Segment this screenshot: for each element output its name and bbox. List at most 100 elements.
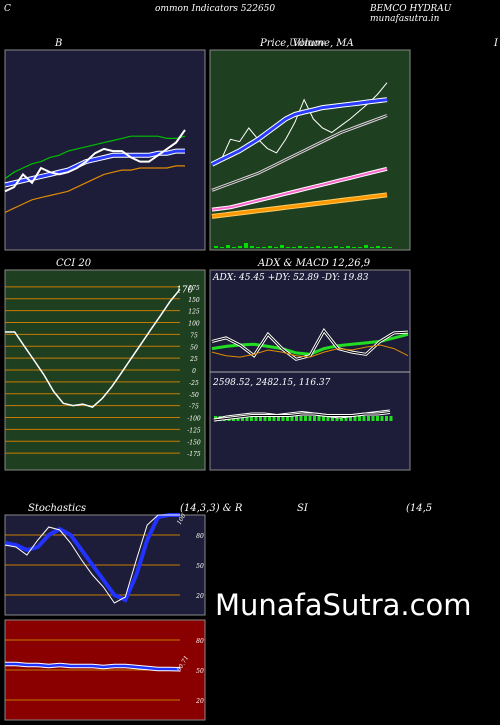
macd-hist-bar-17	[290, 416, 294, 421]
macd-hist-bar-22	[313, 416, 316, 421]
header-left: C	[4, 4, 11, 14]
macd-hist-bar-9	[254, 416, 258, 421]
macd-hist-bar-6	[241, 416, 244, 421]
volume-bar-16	[310, 247, 314, 248]
macd-hist-bar-37	[380, 416, 384, 421]
stoch-ytick-0: 80	[196, 533, 204, 540]
price-series-ma-blue	[211, 98, 388, 166]
volume-bar-21	[340, 247, 344, 248]
stoch-title-left: Stochastics	[28, 503, 86, 514]
macd-signal-line	[213, 412, 391, 421]
volume-bar-17	[316, 246, 320, 248]
cci-ytick-6: 25	[189, 356, 198, 363]
rsi-ytick-0: 80	[196, 638, 204, 645]
macd-hist-bar-12	[268, 416, 271, 421]
cci-value-label: 170	[176, 285, 193, 295]
price-series-ma-pink	[211, 167, 388, 211]
cci-ytick-7: 0	[192, 368, 196, 375]
macd-hist-bar-34	[367, 416, 370, 421]
header-middle: ommon Indicators 522650	[155, 4, 276, 14]
stoch-title-si: SI	[297, 503, 308, 514]
cci-ytick-2: 125	[188, 309, 200, 316]
stoch-value-label: 100	[176, 512, 188, 526]
macd-hist-bar-28	[340, 416, 343, 421]
cci-ytick-12: -125	[187, 427, 201, 434]
bb-series-upper	[4, 135, 186, 180]
cci-ytick-11: -100	[187, 416, 201, 423]
cci-ytick-0: 175	[188, 285, 200, 292]
cci-line	[5, 288, 181, 408]
stoch-title-right: (14,5	[406, 503, 433, 514]
bb-series-lower	[4, 165, 185, 214]
rsi-ytick-2: 20	[195, 698, 204, 705]
stoch-series-K	[4, 514, 180, 604]
volume-bar-27	[376, 246, 380, 248]
macd-hist-bar-35	[371, 416, 375, 421]
cci-ytick-8: -25	[189, 380, 199, 387]
macd-hist-bar-19	[299, 416, 303, 421]
cci-title: CCI 20	[56, 258, 92, 269]
macd-hist-bar-11	[263, 416, 267, 421]
adx-readout: ADX: 45.45 +DY: 52.89 -DY: 19.83	[213, 273, 369, 283]
volume-bar-24	[358, 247, 362, 248]
macd-hist-bar-18	[295, 416, 298, 421]
price-series-ma-white	[211, 115, 388, 191]
adx-series--dy	[211, 344, 409, 358]
volume-bar-8	[262, 247, 266, 248]
cci-ytick-5: 50	[190, 344, 198, 351]
rsi-ytick-1: 50	[196, 668, 204, 675]
price-overlay-text: Ullmov	[289, 38, 325, 49]
macd-readout: 2598.52, 2482.15, 116.37	[213, 378, 331, 388]
volume-bar-26	[370, 247, 374, 248]
price-title: Price, Volume, MA	[260, 38, 354, 49]
macd-hist-bar-36	[376, 416, 379, 421]
rsi-line	[5, 662, 181, 671]
macd-hist-bar-27	[335, 416, 339, 421]
macd-hist-bar-7	[245, 416, 249, 421]
volume-bar-4	[238, 246, 242, 248]
stoch-title-mid: (14,3,3) & R	[180, 503, 243, 514]
macd-hist-bar-8	[250, 416, 253, 421]
macd-hist-bar-10	[259, 416, 262, 421]
macd-hist-bar-29	[344, 416, 348, 421]
volume-bar-20	[334, 246, 338, 248]
macd-hist-bar-15	[281, 416, 285, 421]
volume-bar-29	[388, 247, 392, 248]
bb-title: B	[55, 38, 63, 49]
volume-bar-22	[346, 246, 350, 248]
volume-bar-7	[256, 247, 260, 248]
macd-hist-bar-13	[272, 416, 276, 421]
volume-bar-14	[298, 246, 302, 248]
stoch-ytick-2: 20	[195, 593, 204, 600]
price-series-ma-orange	[211, 193, 388, 218]
volume-bar-18	[322, 247, 326, 248]
volume-bar-11	[280, 245, 284, 248]
bb-series-price	[4, 129, 186, 193]
macd-hist-bar-14	[277, 416, 280, 421]
volume-bar-9	[268, 246, 272, 248]
volume-bar-10	[274, 247, 278, 248]
volume-bar-15	[304, 247, 308, 248]
macd-hist-bar-23	[317, 416, 321, 421]
volume-bar-25	[364, 245, 368, 248]
volume-bar-13	[292, 247, 296, 248]
volume-bar-3	[232, 247, 236, 248]
macd-hist-bar-16	[286, 416, 289, 421]
stoch-series-D	[4, 513, 180, 603]
volume-bar-19	[328, 247, 332, 248]
header-right: BEMCO HYDRAU munafasutra.in	[370, 4, 452, 24]
macd-hist-bar-25	[326, 416, 330, 421]
cci-ytick-14: -175	[187, 451, 201, 458]
volume-bar-1	[220, 247, 224, 248]
macd-hist-bar-20	[304, 416, 307, 421]
volume-bar-6	[250, 246, 254, 248]
macd-hist-bar-21	[308, 416, 312, 421]
macd-hist-bar-24	[322, 416, 325, 421]
cci-ytick-9: -50	[189, 392, 199, 399]
adx-panel	[209, 269, 411, 471]
macd-hist-bar-30	[349, 416, 352, 421]
cci-ytick-4: 75	[190, 332, 198, 339]
volume-bar-5	[244, 243, 248, 248]
macd-hist-bar-38	[385, 416, 388, 421]
volume-bar-23	[352, 247, 356, 248]
